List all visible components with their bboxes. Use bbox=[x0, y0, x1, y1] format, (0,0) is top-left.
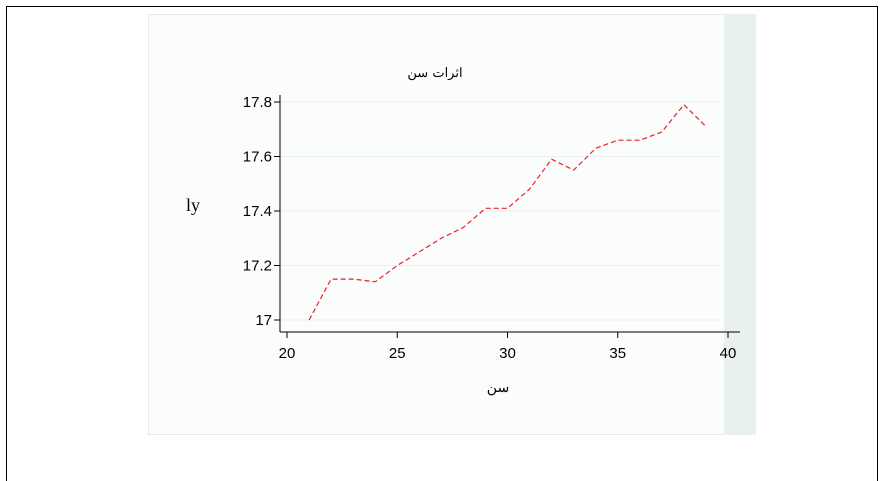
y-tick-label: 17.8 bbox=[243, 94, 272, 111]
y-tick-label: 17.2 bbox=[243, 258, 272, 275]
x-axis-title: سن bbox=[487, 380, 509, 396]
x-tick-label: 20 bbox=[279, 345, 296, 362]
x-tick-label: 25 bbox=[389, 345, 406, 362]
x-tick-label: 40 bbox=[720, 345, 737, 362]
x-tick-label: 35 bbox=[609, 345, 626, 362]
series-layer bbox=[308, 103, 707, 321]
y-tick-label: 17.4 bbox=[243, 203, 272, 220]
y-tick-label: 17.6 bbox=[243, 149, 272, 166]
chart-title: اثرات سن bbox=[407, 66, 462, 81]
side-strip bbox=[724, 14, 756, 435]
axes bbox=[279, 95, 740, 333]
y-tick-label: 17 bbox=[255, 312, 272, 329]
y-axis-title: ly bbox=[186, 195, 200, 215]
series-line bbox=[308, 103, 707, 321]
x-tick-label: 30 bbox=[499, 345, 516, 362]
grid-lines bbox=[280, 101, 720, 321]
window-frame bbox=[6, 6, 878, 481]
ticks: 17 17.2 17.4 17.6 17.8 20 25 30 35 40 bbox=[243, 94, 737, 362]
chart-figure bbox=[148, 14, 756, 435]
